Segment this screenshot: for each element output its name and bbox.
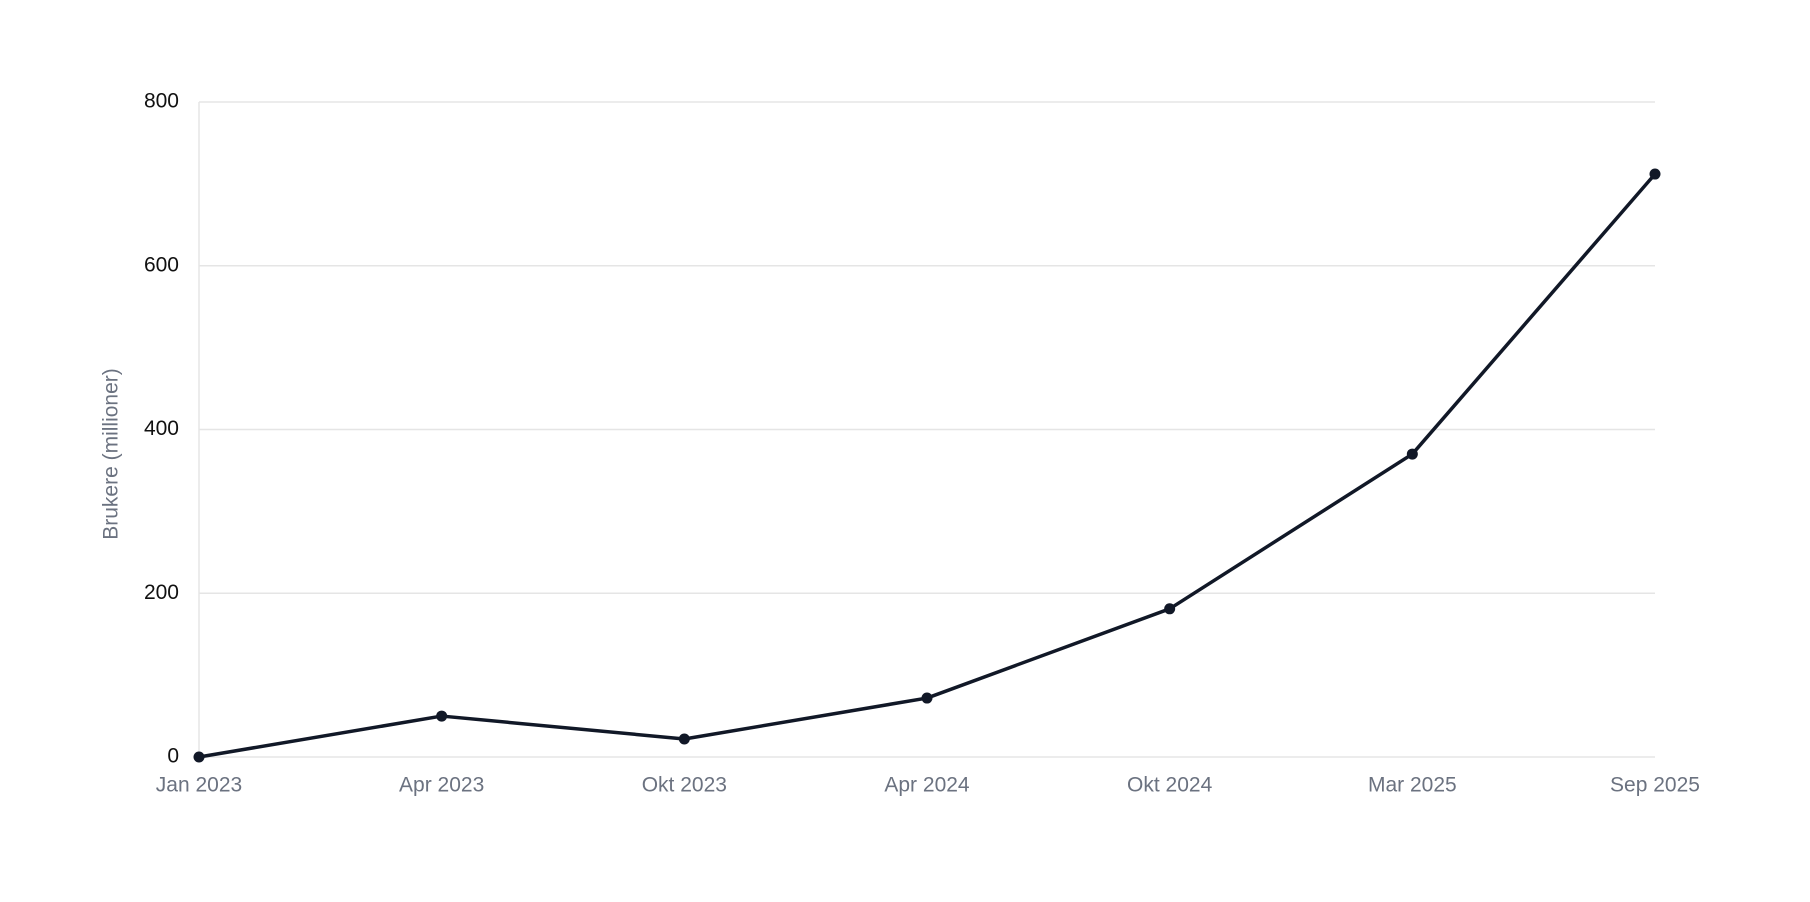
- y-tick-label: 800: [144, 90, 179, 113]
- x-tick-label: Apr 2024: [884, 774, 970, 797]
- y-tick-label: 400: [144, 417, 179, 440]
- point: [193, 751, 205, 763]
- y-tick-label: 200: [144, 581, 179, 604]
- x-tick-label: Jan 2023: [156, 774, 242, 797]
- point: [1406, 448, 1418, 460]
- y-tick-label: 600: [144, 253, 179, 276]
- x-tick-label: Sep 2025: [1610, 774, 1700, 797]
- point: [436, 710, 448, 722]
- y-axis-label: Brukere (millioner): [100, 368, 123, 540]
- x-tick-label: Mar 2025: [1368, 774, 1457, 797]
- point: [1164, 603, 1176, 615]
- x-tick-label: Okt 2023: [642, 774, 727, 797]
- line: [198, 172, 1657, 759]
- x-tick-label: Apr 2023: [399, 774, 484, 797]
- y-tick-label: 0: [167, 745, 179, 768]
- point: [921, 692, 933, 704]
- x-tick-label: Okt 2024: [1127, 774, 1213, 797]
- point: [1649, 168, 1661, 180]
- point: [678, 733, 690, 745]
